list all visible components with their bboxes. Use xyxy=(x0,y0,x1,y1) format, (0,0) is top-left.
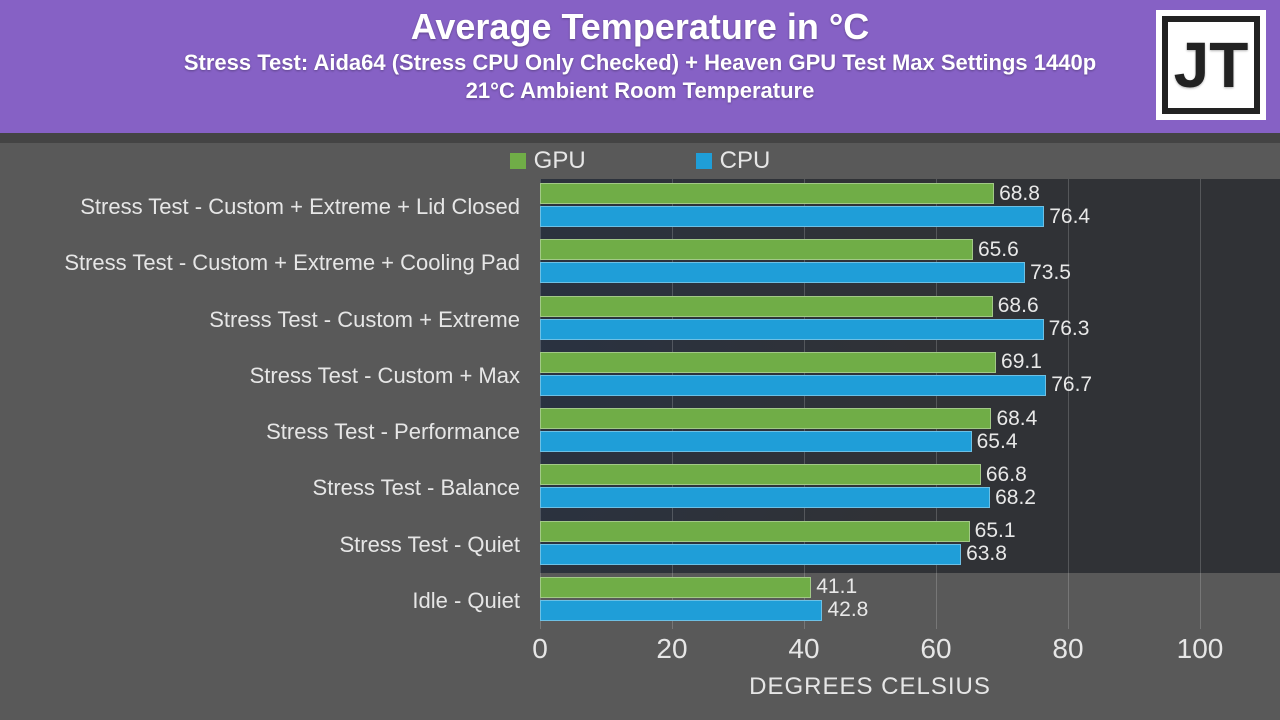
x-axis-title: DEGREES CELSIUS xyxy=(540,673,1200,701)
chart-row: Stress Test - Balance66.868.2 xyxy=(0,460,1280,516)
bar-gpu: 41.1 xyxy=(540,577,811,598)
legend-label-gpu: GPU xyxy=(534,147,586,175)
x-tick: 60 xyxy=(920,633,951,665)
legend-swatch-gpu xyxy=(510,153,526,169)
x-tick: 0 xyxy=(532,633,548,665)
bar-gpu: 65.6 xyxy=(540,239,973,260)
chart-area: Stress Test - Custom + Extreme + Lid Clo… xyxy=(0,179,1280,629)
grid-line xyxy=(1200,179,1201,629)
bar-value-cpu: 63.8 xyxy=(966,542,1007,566)
bar-value-gpu: 66.8 xyxy=(986,463,1027,487)
category-label: Stress Test - Custom + Extreme + Lid Clo… xyxy=(0,194,520,220)
chart-subtitle: Stress Test: Aida64 (Stress CPU Only Che… xyxy=(0,50,1280,76)
bar-gpu: 69.1 xyxy=(540,352,996,373)
bar-value-cpu: 76.3 xyxy=(1049,317,1090,341)
bar-value-gpu: 41.1 xyxy=(816,575,857,599)
chart-row: Stress Test - Performance68.465.4 xyxy=(0,404,1280,460)
bar-cpu: 42.8 xyxy=(540,600,822,621)
bar-value-gpu: 65.6 xyxy=(978,238,1019,262)
bar-gpu: 66.8 xyxy=(540,464,981,485)
legend-item-cpu: CPU xyxy=(696,147,771,175)
bar-cpu: 65.4 xyxy=(540,431,972,452)
category-label: Stress Test - Performance xyxy=(0,419,520,445)
chart-row: Stress Test - Custom + Max69.176.7 xyxy=(0,348,1280,404)
legend: GPU CPU xyxy=(0,143,1280,179)
bar-cpu: 76.3 xyxy=(540,319,1044,340)
bar-value-cpu: 76.4 xyxy=(1049,205,1090,229)
x-tick: 80 xyxy=(1052,633,1083,665)
chart-row: Stress Test - Custom + Extreme + Cooling… xyxy=(0,235,1280,291)
bar-value-cpu: 42.8 xyxy=(827,598,868,622)
bar-value-gpu: 68.4 xyxy=(996,407,1037,431)
category-label: Stress Test - Custom + Extreme + Cooling… xyxy=(0,250,520,276)
category-label: Idle - Quiet xyxy=(0,588,520,614)
bar-value-cpu: 65.4 xyxy=(977,430,1018,454)
bar-cpu: 76.7 xyxy=(540,375,1046,396)
bar-cpu: 68.2 xyxy=(540,487,990,508)
category-label: Stress Test - Custom + Max xyxy=(0,363,520,389)
bar-value-gpu: 69.1 xyxy=(1001,350,1042,374)
chart-row: Stress Test - Custom + Extreme + Lid Clo… xyxy=(0,179,1280,235)
bar-gpu: 68.4 xyxy=(540,408,991,429)
chart-row: Stress Test - Quiet65.163.8 xyxy=(0,517,1280,573)
legend-item-gpu: GPU xyxy=(510,147,586,175)
x-tick: 20 xyxy=(656,633,687,665)
bar-gpu: 68.8 xyxy=(540,183,994,204)
bar-value-cpu: 76.7 xyxy=(1051,373,1092,397)
category-label: Stress Test - Quiet xyxy=(0,532,520,558)
bar-value-cpu: 68.2 xyxy=(995,486,1036,510)
chart-row: Idle - Quiet41.142.8 xyxy=(0,573,1280,629)
legend-swatch-cpu xyxy=(696,153,712,169)
header: Average Temperature in °C Stress Test: A… xyxy=(0,0,1280,133)
x-axis-area: 0 20 40 60 80 100 DEGREES CELSIUS xyxy=(0,629,1280,720)
bar-value-gpu: 65.1 xyxy=(975,519,1016,543)
bar-cpu: 63.8 xyxy=(540,544,961,565)
bar-gpu: 68.6 xyxy=(540,296,993,317)
chart-row: Stress Test - Custom + Extreme68.676.3 xyxy=(0,292,1280,348)
bar-cpu: 73.5 xyxy=(540,262,1025,283)
divider-band xyxy=(0,133,1280,143)
bar-cpu: 76.4 xyxy=(540,206,1044,227)
bar-value-gpu: 68.6 xyxy=(998,294,1039,318)
grid-line xyxy=(1068,179,1069,629)
x-tick: 100 xyxy=(1177,633,1224,665)
bar-gpu: 65.1 xyxy=(540,521,970,542)
chart-ambient: 21°C Ambient Room Temperature xyxy=(0,78,1280,104)
category-label: Stress Test - Balance xyxy=(0,475,520,501)
category-label: Stress Test - Custom + Extreme xyxy=(0,307,520,333)
logo-text: JT xyxy=(1174,28,1249,102)
chart-title: Average Temperature in °C xyxy=(0,6,1280,48)
x-tick: 40 xyxy=(788,633,819,665)
bar-value-cpu: 73.5 xyxy=(1030,261,1071,285)
legend-label-cpu: CPU xyxy=(720,147,771,175)
logo-badge: JT xyxy=(1156,10,1266,120)
bar-value-gpu: 68.8 xyxy=(999,182,1040,206)
